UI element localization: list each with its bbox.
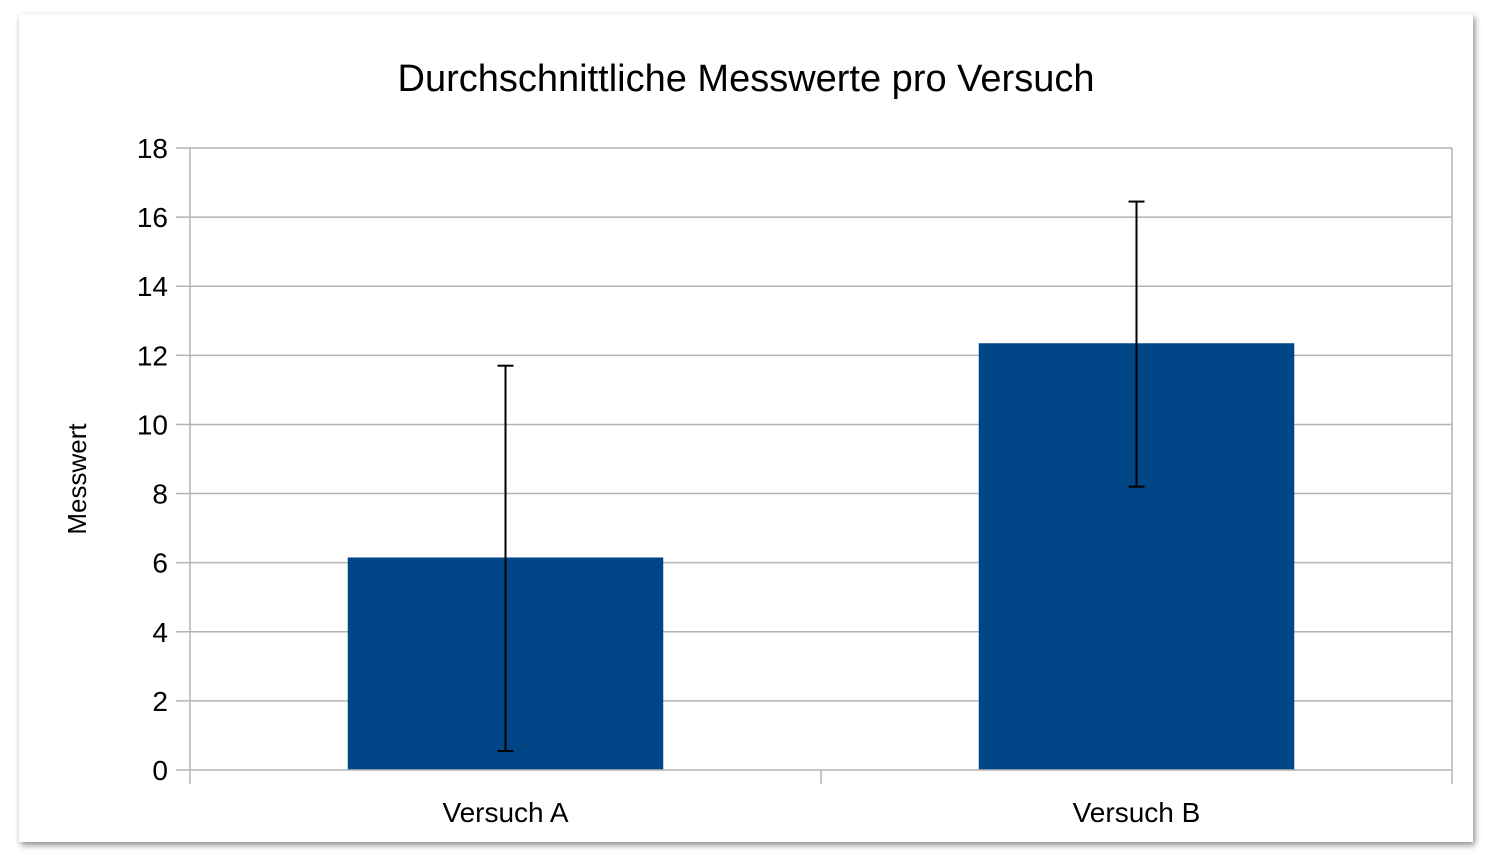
x-tick-label-1: Versuch A: [442, 797, 568, 828]
axes: [176, 147, 1453, 784]
error-bars: [497, 200, 1145, 752]
y-tick-label-16: 16: [137, 202, 168, 233]
error-bar-1: [497, 364, 514, 752]
chart-title: Durchschnittliche Messwerte pro Versuch: [398, 58, 1095, 100]
bars: [347, 343, 1295, 770]
y-tick-labels: 0 2 4 6 8 10 12 14 16 18: [137, 133, 168, 786]
y-tick-label-2: 2: [152, 686, 168, 717]
x-tick-label-2: Versuch B: [1073, 797, 1201, 828]
y-tick-label-4: 4: [152, 617, 168, 648]
y-tick-label-14: 14: [137, 271, 168, 302]
y-tick-label-10: 10: [137, 409, 168, 440]
x-tick-labels: Versuch A Versuch B: [442, 797, 1200, 828]
error-bar-2: [1128, 200, 1145, 488]
y-tick-label-6: 6: [152, 548, 168, 579]
y-tick-label-0: 0: [152, 755, 168, 786]
y-axis-title: Messwert: [62, 423, 92, 535]
y-tick-label-18: 18: [137, 133, 168, 164]
y-tick-label-12: 12: [137, 340, 168, 371]
y-tick-label-8: 8: [152, 479, 168, 510]
